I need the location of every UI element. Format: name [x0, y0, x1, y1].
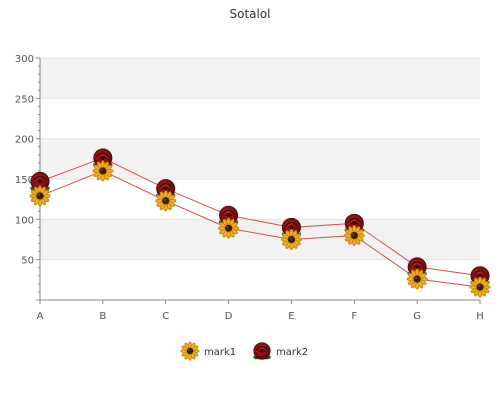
- data-point-mark1[interactable]: [469, 276, 491, 298]
- y-tick-label: 300: [15, 54, 34, 65]
- grid-band: [40, 58, 480, 99]
- legend-label: mark1: [204, 347, 236, 358]
- data-point-mark1[interactable]: [343, 224, 365, 247]
- sunflower-icon: [343, 224, 365, 247]
- legend-item-mark1[interactable]: mark1: [180, 341, 237, 361]
- series-line-mark1: [39, 170, 481, 288]
- y-axis-ticks: 50 100 150 200 250 300: [15, 54, 40, 293]
- y-tick-label: 200: [15, 135, 34, 146]
- data-point-mark1[interactable]: [406, 268, 428, 290]
- x-tick-label: H: [476, 311, 484, 322]
- data-point-mark1[interactable]: [280, 228, 303, 251]
- data-point-mark1[interactable]: [155, 190, 177, 212]
- legend: mark1 mark2: [180, 341, 308, 361]
- x-tick-label: A: [37, 311, 44, 322]
- series-lines: [39, 157, 481, 288]
- y-tick-label: 100: [15, 215, 34, 226]
- data-point-mark1[interactable]: [217, 217, 240, 239]
- sunflower-icon: [92, 160, 114, 182]
- chart-title: Sotalol: [229, 7, 270, 21]
- sunflower-icon: [280, 228, 303, 251]
- x-tick-label: B: [99, 311, 106, 322]
- x-tick-label: F: [351, 311, 357, 322]
- sunflower-icon: [29, 185, 51, 207]
- y-tick-label: 150: [15, 175, 34, 186]
- grid-band: [40, 138, 480, 179]
- series-markers: [29, 148, 491, 298]
- x-tick-label: C: [162, 311, 169, 322]
- sunflower-icon: [406, 268, 428, 290]
- x-tick-label: D: [225, 311, 233, 322]
- y-tick-label: 50: [21, 256, 34, 267]
- legend-item-mark2[interactable]: mark2: [253, 342, 308, 360]
- sunflower-icon: [217, 217, 240, 239]
- x-tick-label: E: [288, 311, 294, 322]
- grid-bands: [40, 57, 480, 261]
- y-tick-label: 250: [15, 94, 34, 105]
- series-line-mark2: [39, 157, 481, 277]
- rose-icon: [253, 342, 271, 360]
- sunflower-icon: [155, 190, 177, 212]
- data-point-mark1[interactable]: [29, 185, 51, 207]
- x-axis-ticks: A B C D E F G H: [37, 300, 484, 322]
- legend-label: mark2: [276, 347, 308, 358]
- sunflower-icon: [180, 341, 200, 361]
- data-point-mark1[interactable]: [92, 160, 114, 182]
- sunflower-icon: [469, 276, 491, 298]
- grid-band: [40, 219, 480, 260]
- x-tick-label: G: [413, 311, 421, 322]
